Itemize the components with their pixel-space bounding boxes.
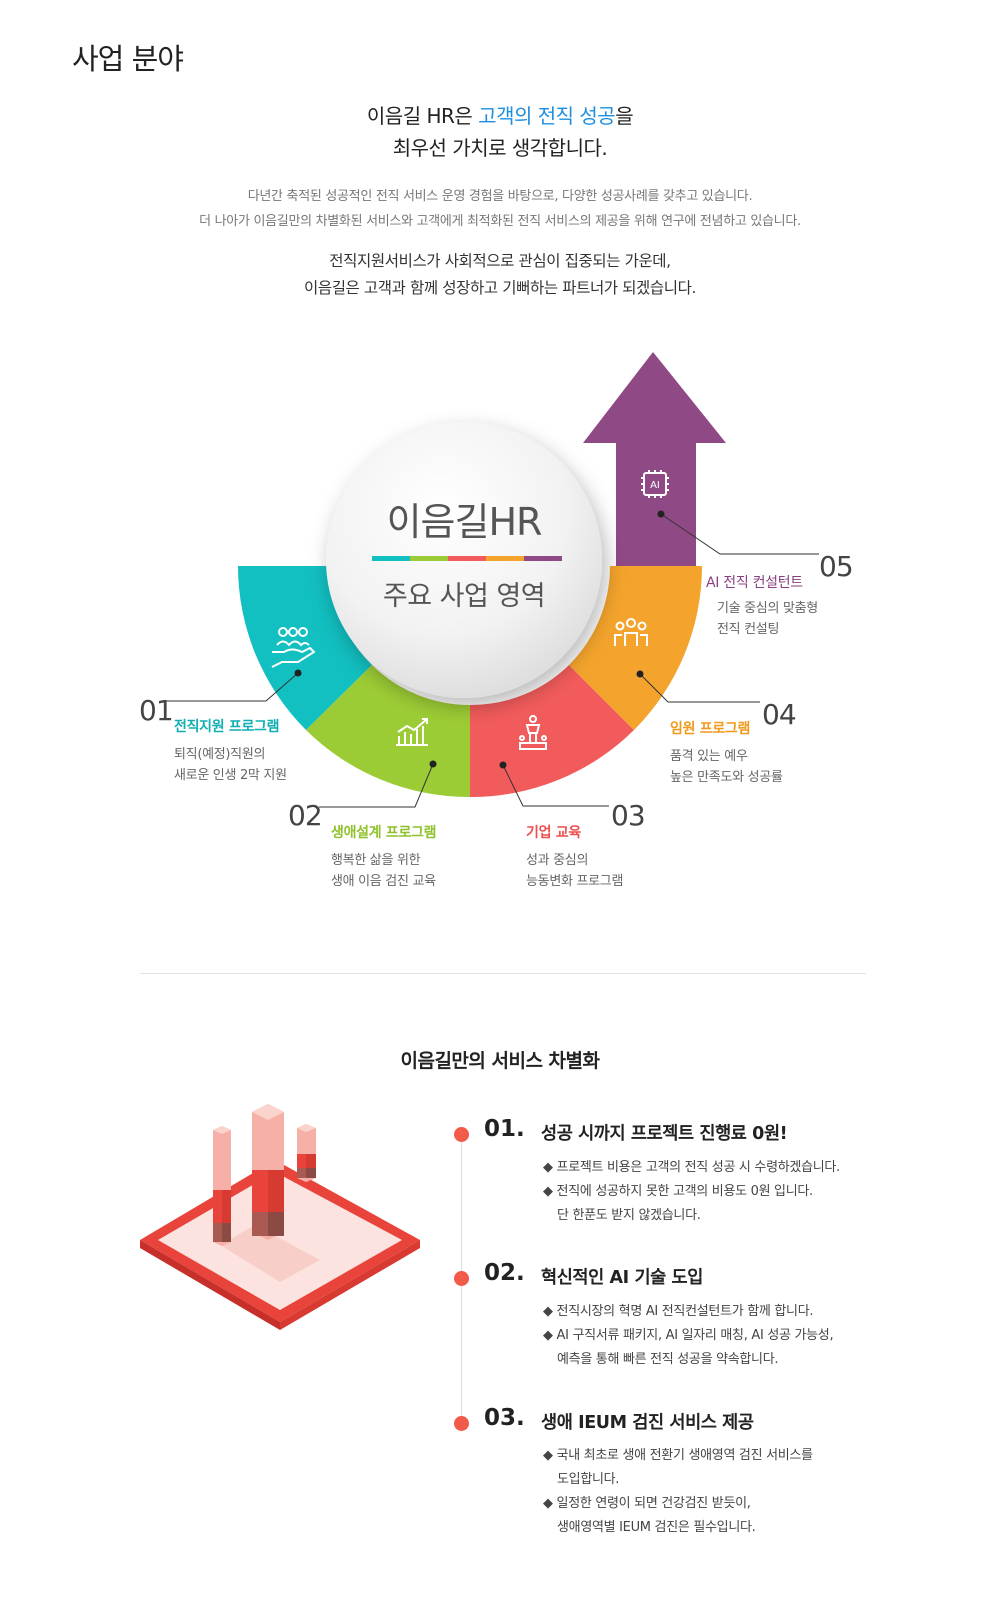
ai-chip-icon	[641, 470, 669, 498]
program-05-desc: 기술 중심의 맞춤형 전직 컨설팅	[717, 598, 818, 640]
growth-chart-icon	[396, 718, 428, 746]
program-04-number: 04	[762, 698, 797, 731]
service-01-number: 01.	[484, 1116, 525, 1142]
service-03-bullet-2: ◆ 일정한 연령이 되면 건강검진 받듯이,	[543, 1496, 751, 1511]
isometric-bar-illustration	[140, 1104, 420, 1330]
statement-line2: 이음길은 고객과 함께 성장하고 기뻐하는 파트너가 되겠습니다.	[303, 279, 697, 297]
service-02-title: 혁신적인 AI 기술 도입	[541, 1268, 703, 1288]
program-03-title: 기업 교육	[526, 825, 581, 841]
headline-text-end: 을	[615, 104, 634, 128]
intro-statement: 전직지원서비스가 사회적으로 관심이 집중되는 가운데, 이음길은 고객과 함께…	[0, 248, 1000, 302]
headline-line2: 최우선 가치로 생각합니다.	[392, 136, 608, 160]
statement-line1: 전직지원서비스가 사회적으로 관심이 집중되는 가운데,	[329, 252, 671, 270]
hand-people-icon	[271, 627, 316, 668]
service-03-bullets: ◆ 국내 최초로 생애 전환기 생애영역 검진 서비스를 도입합니다. ◆ 일정…	[543, 1444, 813, 1540]
program-01-desc: 퇴직(예정)직원의 새로운 인생 2막 지원	[174, 744, 287, 786]
center-title: 이음길HR	[387, 500, 542, 544]
program-05-title: AI 전직 컨설턴트	[706, 575, 803, 591]
program-02-desc2: 생애 이음 검진 교육	[331, 874, 436, 889]
program-01-number: 01	[139, 694, 174, 727]
service-02-bullet-2: ◆ AI 구직서류 패키지, AI 일자리 매칭, AI 성공 가능성,	[543, 1328, 834, 1343]
program-03-number: 03	[611, 799, 646, 832]
service-01-bullet-2: ◆ 전직에 성공하지 못한 고객의 비용도 0원 입니다.	[543, 1184, 813, 1199]
program-02-desc1: 행복한 삶을 위한	[331, 853, 421, 868]
segment-orange	[569, 566, 702, 730]
program-01-title: 전직지원 프로그램	[174, 719, 280, 735]
program-02-number: 02	[288, 799, 323, 832]
program-04-desc2: 높은 만족도와 성공률	[670, 770, 783, 785]
program-01-desc1: 퇴직(예정)직원의	[174, 747, 266, 762]
desc-line2: 더 나아가 이음길만의 차별화된 서비스와 고객에게 최적화된 전직 서비스의 …	[199, 214, 801, 229]
timeline-dot-2	[454, 1271, 469, 1286]
section-divider	[140, 973, 866, 974]
intro-headline: 이음길 HR은 고객의 전직 성공을 최우선 가치로 생각합니다.	[0, 100, 1000, 164]
intro-description: 다년간 축적된 성공적인 전직 서비스 운영 경험을 바탕으로, 다양한 성공사…	[0, 184, 1000, 234]
page-title: 사업 분야	[72, 42, 184, 76]
service-01-bullet-1: ◆ 프로젝트 비용은 고객의 전직 성공 시 수령하겠습니다.	[543, 1160, 840, 1175]
ai-chip-label: AI	[650, 480, 660, 491]
program-05-desc2: 전직 컨설팅	[717, 622, 780, 637]
service-02-bullets: ◆ 전직시장의 혁명 AI 전직컨설턴트가 함께 합니다. ◆ AI 구직서류 …	[543, 1300, 834, 1372]
timeline-dot-3	[454, 1416, 469, 1431]
service-03-bullet-2-cont: 생애영역별 IEUM 검진은 필수입니다.	[557, 1520, 756, 1535]
headline-highlight: 고객의 전직 성공	[478, 104, 616, 128]
program-04-title: 임원 프로그램	[670, 721, 751, 737]
program-03-desc1: 성과 중심의	[526, 853, 589, 868]
service-02-bullet-1: ◆ 전직시장의 혁명 AI 전직컨설턴트가 함께 합니다.	[543, 1304, 814, 1319]
program-04-desc1: 품격 있는 예우	[670, 749, 748, 764]
service-01-bullet-2-cont: 단 한푼도 받지 않겠습니다.	[557, 1208, 701, 1223]
segment-teal	[238, 566, 372, 730]
segment-red	[470, 665, 634, 798]
service-02-number: 02.	[484, 1260, 525, 1286]
timeline-dot-1	[454, 1127, 469, 1142]
segment-green	[306, 665, 470, 798]
program-04-desc: 품격 있는 예우 높은 만족도와 성공률	[670, 746, 783, 788]
desc-line1: 다년간 축적된 성공적인 전직 서비스 운영 경험을 바탕으로, 다양한 성공사…	[247, 189, 753, 204]
program-02-title: 생애설계 프로그램	[331, 825, 437, 841]
segment-purple	[616, 440, 696, 566]
service-02-bullet-2-cont: 예측을 통해 빠른 전직 성공을 약속합니다.	[557, 1352, 779, 1367]
service-03-bullet-1: ◆ 국내 최초로 생애 전환기 생애영역 검진 서비스를	[543, 1448, 813, 1463]
service-01-title: 성공 시까지 프로젝트 진행료 0원!	[541, 1124, 788, 1144]
service-03-bullet-1-cont: 도입합니다.	[557, 1472, 620, 1487]
program-02-desc: 행복한 삶을 위한 생애 이음 검진 교육	[331, 850, 436, 892]
service-03-number: 03.	[484, 1405, 525, 1431]
program-03-desc2: 능동변화 프로그램	[526, 874, 624, 889]
service-01-bullets: ◆ 프로젝트 비용은 고객의 전직 성공 시 수령하겠습니다. ◆ 전직에 성공…	[543, 1156, 840, 1228]
program-05-number: 05	[819, 550, 854, 583]
section2-title: 이음길만의 서비스 차별화	[400, 1050, 600, 1072]
service-03-title: 생애 IEUM 검진 서비스 제공	[541, 1413, 754, 1433]
executives-icon	[614, 618, 648, 646]
program-05-desc1: 기술 중심의 맞춤형	[717, 601, 818, 616]
program-03-desc: 성과 중심의 능동변화 프로그램	[526, 850, 623, 892]
purple-arrow-head	[583, 352, 726, 443]
program-01-desc2: 새로운 인생 2막 지원	[174, 768, 287, 783]
headline-text: 이음길 HR은	[366, 104, 479, 128]
center-subtitle: 주요 사업 영역	[383, 581, 545, 612]
business-areas-diagram: 이음길HR 주요 사업 영역 AI	[166, 352, 819, 808]
podium-icon	[519, 715, 547, 750]
